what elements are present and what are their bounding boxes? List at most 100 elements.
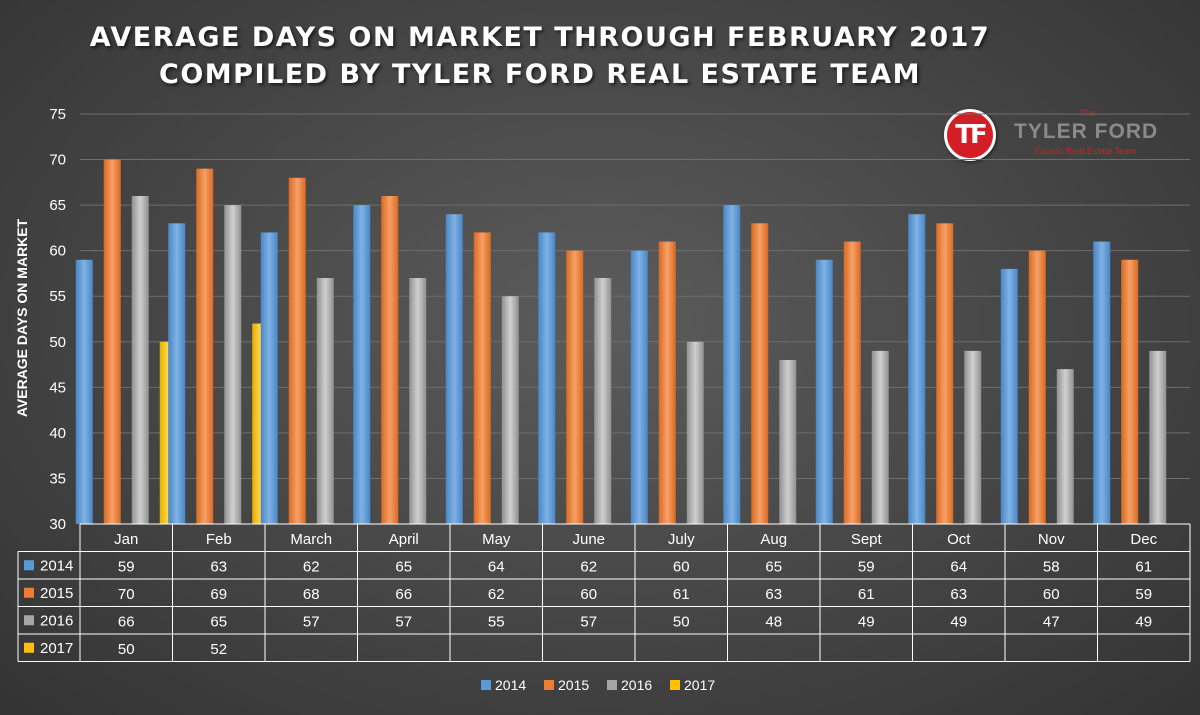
table-header-cell: Oct	[947, 531, 971, 548]
table-cell: 66	[118, 613, 135, 630]
bar-2014-oct	[908, 214, 926, 524]
table-cell: 64	[950, 558, 967, 575]
bar-2015-may	[473, 232, 491, 524]
table-cell: 64	[488, 558, 505, 575]
bar-2014-april	[353, 205, 371, 524]
table-cell: 57	[303, 613, 320, 630]
table-cell: 63	[950, 586, 967, 603]
bar-2015-nov	[1028, 250, 1046, 524]
table-key-swatch	[24, 615, 34, 626]
table-cell: 68	[303, 586, 320, 603]
table-cell: 60	[580, 586, 597, 603]
y-tick-label: 35	[49, 470, 66, 487]
bar-2015-march	[288, 177, 306, 524]
table-cell: 60	[1043, 586, 1060, 603]
data-table: Jan Feb March April May June July Aug Sept Oct Nov…	[17, 523, 1191, 662]
table-header-cell: Aug	[760, 531, 787, 548]
logo-the: The	[1080, 108, 1096, 118]
bar-2016-feb	[224, 205, 242, 524]
bar-2015-july	[658, 241, 676, 525]
bar-2016-aug	[779, 360, 797, 524]
table-cell: 65	[210, 613, 227, 630]
y-tick-label: 75	[49, 106, 66, 123]
bar-2014-sept	[815, 259, 833, 524]
table-cell: 61	[1135, 558, 1152, 575]
y-tick-label: 45	[49, 379, 66, 396]
chart-subtitle: COMPILED BY TYLER FORD REAL ESTATE TEAM	[159, 59, 921, 90]
table-cell: 62	[488, 586, 505, 603]
table-cell: 69	[210, 586, 227, 603]
y-tick-label: 30	[49, 516, 66, 533]
bar-2016-sept	[871, 350, 889, 524]
legend-swatch	[481, 680, 491, 690]
bar-2015-april	[381, 196, 399, 524]
table-header-cell: Nov	[1038, 531, 1065, 548]
table-cell: 50	[118, 641, 135, 658]
y-tick-label: 50	[49, 334, 66, 351]
table-cell: 59	[118, 558, 135, 575]
bar-2014-nov	[1000, 268, 1018, 524]
bar-2014-jan	[75, 259, 93, 524]
logo-tagline: Tucson Real Estate Team	[1034, 146, 1137, 156]
table-cell: 63	[210, 558, 227, 575]
legend-swatch	[544, 680, 554, 690]
table-cell: 62	[580, 558, 597, 575]
bar-2016-march	[316, 278, 334, 524]
table-header-cell: March	[290, 531, 332, 548]
table-header-cell: Dec	[1130, 531, 1157, 548]
bar-2014-feb	[168, 223, 186, 525]
table-row-label: 2017	[40, 640, 73, 657]
legend-entry: 2016	[621, 677, 652, 693]
y-tick-label: 55	[49, 288, 66, 305]
table-header-cell: April	[389, 531, 419, 548]
table-cell: 61	[858, 586, 875, 603]
bar-2016-nov	[1056, 369, 1074, 524]
chart-title: AVERAGE DAYS ON MARKET THROUGH FEBRUARY …	[89, 22, 991, 53]
legend-entry: 2017	[684, 677, 715, 693]
table-cell: 49	[858, 613, 875, 630]
bar-2014-dec	[1093, 241, 1111, 525]
bar-2015-dec	[1121, 259, 1139, 524]
y-tick-label: 65	[49, 197, 66, 214]
table-header-cell: July	[668, 531, 695, 548]
tyler-ford-logo: TF The TYLER FORD Tucson Real Estate Tea…	[940, 106, 1175, 164]
table-cell: 66	[395, 586, 412, 603]
table-row-label: 2014	[40, 557, 73, 574]
table-cell: 65	[765, 558, 782, 575]
table-cell: 65	[395, 558, 412, 575]
table-header-cell: Feb	[206, 531, 232, 548]
table-row-label: 2015	[40, 585, 73, 602]
legend-entry: 2014	[495, 677, 526, 693]
bar-2014-aug	[723, 205, 741, 524]
table-key-swatch	[24, 560, 34, 571]
logo-name: TYLER FORD	[1014, 120, 1159, 143]
table-cell: 58	[1043, 558, 1060, 575]
table-cell: 52	[210, 641, 227, 658]
table-header-cell: May	[482, 531, 511, 548]
bar-2016-dec	[1149, 350, 1167, 524]
table-cell: 62	[303, 558, 320, 575]
table-cell: 57	[580, 613, 597, 630]
y-axis-label: AVERAGE DAYS ON MARKET	[14, 218, 30, 417]
table-cell: 61	[673, 586, 690, 603]
bar-2014-june	[538, 232, 556, 524]
legend-swatch	[607, 680, 617, 690]
table-cell: 49	[1135, 613, 1152, 630]
table-cell: 70	[118, 586, 135, 603]
bars	[75, 159, 1167, 525]
table-header-cell: June	[572, 531, 605, 548]
table-header-cell: Sept	[851, 531, 883, 548]
y-tick-label: 70	[49, 152, 66, 169]
table-header-cell: Jan	[114, 531, 138, 548]
table-key-swatch	[24, 642, 34, 653]
table-cell: 50	[673, 613, 690, 630]
bar-2015-aug	[751, 223, 769, 525]
table-cell: 55	[488, 613, 505, 630]
table-cell: 59	[1135, 586, 1152, 603]
bar-2015-feb	[196, 168, 214, 524]
y-tick-label: 60	[49, 243, 66, 260]
table-cell: 47	[1043, 613, 1060, 630]
bar-2016-oct	[964, 350, 982, 524]
bar-2014-march	[260, 232, 278, 524]
